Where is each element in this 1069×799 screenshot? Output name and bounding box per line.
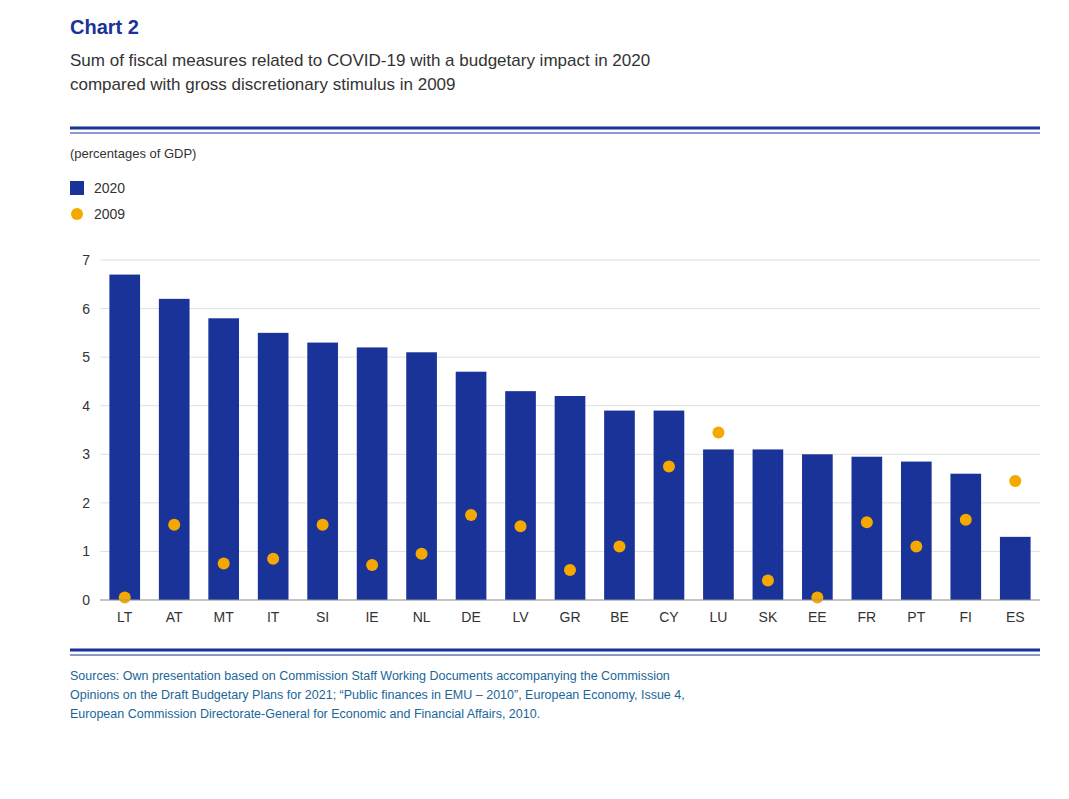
- x-tick-label: AT: [166, 609, 183, 625]
- separator: [70, 655, 1040, 656]
- bar: [208, 318, 239, 600]
- x-tick-label: NL: [413, 609, 431, 625]
- dot: [416, 548, 428, 560]
- x-tick-label: GR: [560, 609, 581, 625]
- separator: [70, 649, 1040, 652]
- y-tick-label: 0: [82, 592, 90, 608]
- dot: [515, 520, 527, 532]
- dot: [663, 460, 675, 472]
- dot: [960, 514, 972, 526]
- title: Chart 2: [70, 16, 139, 38]
- dot: [811, 592, 823, 604]
- x-tick-label: IE: [365, 609, 378, 625]
- separator: [70, 133, 1040, 134]
- bar: [456, 372, 487, 600]
- dot: [218, 558, 230, 570]
- x-tick-label: FR: [858, 609, 877, 625]
- subtitle: Sum of fiscal measures related to COVID-…: [70, 51, 650, 70]
- grid-line: [100, 600, 1040, 601]
- bar: [109, 275, 140, 600]
- separator: [70, 127, 1040, 130]
- bar: [307, 343, 338, 600]
- bar: [802, 454, 833, 600]
- dot: [712, 426, 724, 438]
- dot: [317, 519, 329, 531]
- y-tick-label: 3: [82, 446, 90, 462]
- legend-swatch: [70, 181, 84, 195]
- legend-marker: [71, 208, 83, 220]
- y-tick-label: 6: [82, 301, 90, 317]
- subtitle: compared with gross discretionary stimul…: [70, 75, 456, 94]
- bar: [654, 411, 685, 600]
- x-tick-label: SK: [759, 609, 778, 625]
- x-tick-label: LT: [117, 609, 133, 625]
- x-tick-label: ES: [1006, 609, 1025, 625]
- dot: [613, 541, 625, 553]
- dot: [910, 541, 922, 553]
- bar: [505, 391, 536, 600]
- x-tick-label: IT: [267, 609, 280, 625]
- x-tick-label: EE: [808, 609, 827, 625]
- x-tick-label: CY: [659, 609, 679, 625]
- bar: [604, 411, 635, 600]
- bar: [406, 352, 437, 600]
- bar: [703, 449, 734, 600]
- y-axis: 0 1 2 3 4 5 6 7: [82, 252, 1040, 608]
- dot: [861, 516, 873, 528]
- source: Sources: Own presentation based on Commi…: [70, 669, 670, 683]
- bar: [901, 462, 932, 600]
- dot: [762, 575, 774, 587]
- marks: [109, 275, 1030, 604]
- x-tick-label: MT: [214, 609, 235, 625]
- x-tick-label: LV: [512, 609, 529, 625]
- y-tick-label: 1: [82, 543, 90, 559]
- bar: [555, 396, 586, 600]
- x-tick-label: SI: [316, 609, 329, 625]
- bar: [357, 347, 388, 600]
- y-tick-label: 5: [82, 349, 90, 365]
- dot: [465, 509, 477, 521]
- y-tick-label: 2: [82, 495, 90, 511]
- x-tick-label: PT: [907, 609, 925, 625]
- y-tick-label: 7: [82, 252, 90, 268]
- x-axis: LT AT MT IT SI IE NL DE LV GR BE CY LU SK EE FR PT FI ES: [100, 600, 1040, 625]
- background: [0, 0, 1069, 799]
- grid-line: [100, 260, 1040, 261]
- grid-line: [100, 357, 1040, 358]
- x-axis-line: [100, 600, 1040, 601]
- y-axis-label: (percentages of GDP): [70, 146, 196, 161]
- legend-label: 2009: [94, 206, 125, 222]
- dot: [366, 559, 378, 571]
- source: Opinions on the Draft Budgetary Plans fo…: [70, 688, 685, 702]
- dot: [168, 519, 180, 531]
- source: European Commission Directorate-General …: [70, 707, 540, 721]
- x-tick-label: DE: [461, 609, 480, 625]
- bar: [753, 449, 784, 600]
- x-tick-label: LU: [709, 609, 727, 625]
- legend: 2020 2009: [70, 180, 125, 222]
- bar: [950, 474, 981, 600]
- y-tick-label: 4: [82, 398, 90, 414]
- bar: [1000, 537, 1031, 600]
- x-tick-label: BE: [610, 609, 629, 625]
- bar: [258, 333, 289, 600]
- legend-label: 2020: [94, 180, 125, 196]
- grid-line: [100, 308, 1040, 309]
- bar: [852, 457, 883, 600]
- dot: [267, 553, 279, 565]
- bar: [159, 299, 190, 600]
- dot: [564, 564, 576, 576]
- chart: Chart 2 Sum of fiscal measures related to…: [0, 0, 1069, 799]
- dot: [1009, 475, 1021, 487]
- x-tick-label: FI: [960, 609, 972, 625]
- dot: [119, 592, 131, 604]
